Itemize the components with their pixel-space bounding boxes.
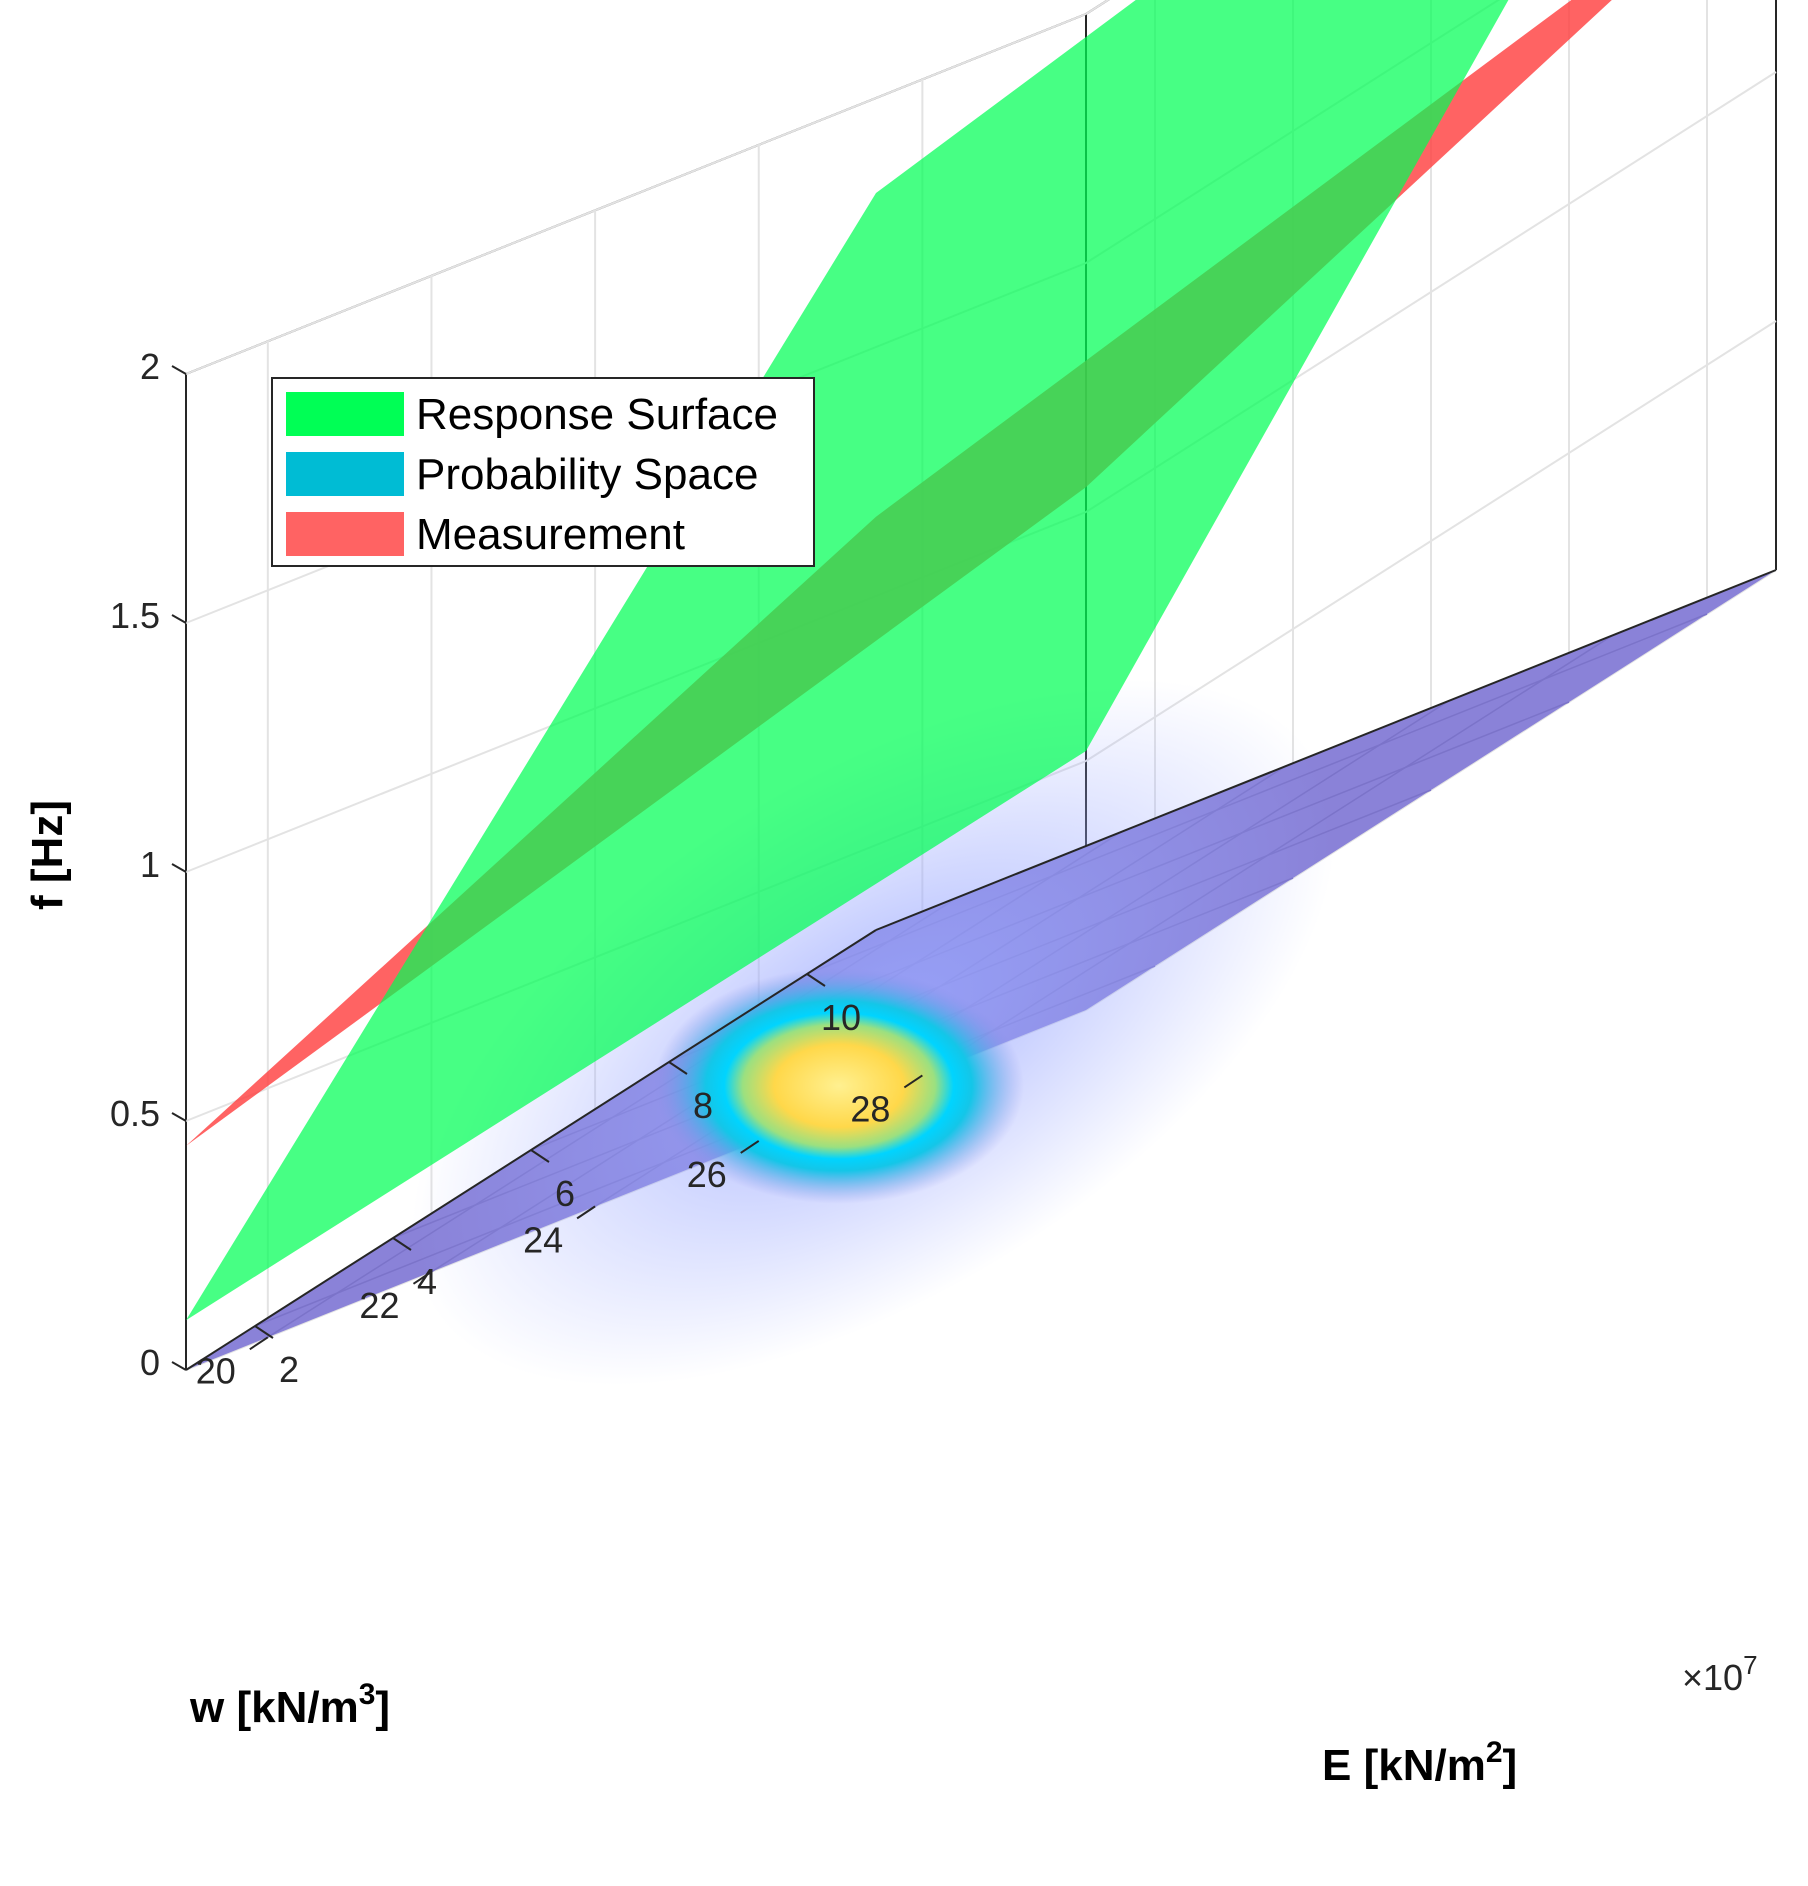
e-tick-label: 8 [693, 1085, 713, 1126]
w-tick-label: 28 [850, 1088, 890, 1129]
e-tick-3 [668, 1061, 688, 1075]
grid-z-left-4 [185, 13, 1087, 375]
legend-label-0: Response Surface [416, 390, 778, 439]
z-tick-label: 2 [140, 346, 160, 387]
w-tick-2 [576, 1205, 596, 1220]
legend-swatch-2 [286, 512, 404, 556]
z-tick-label: 0.5 [110, 1093, 160, 1134]
legend-label-2: Measurement [416, 510, 685, 559]
z-tick-3 [171, 614, 187, 624]
z-tick-0 [171, 1361, 187, 1371]
e-tick-0 [254, 1325, 274, 1339]
box-edge-front-right [875, 569, 1777, 931]
z-axis-label: f [Hz] [23, 800, 72, 910]
surfaces [186, 0, 1612, 1321]
w-tick-0 [249, 1336, 269, 1351]
response-surface [186, 0, 1509, 1321]
z-tick-1 [171, 1112, 187, 1122]
e-axis-label: E [kN/m2] [1322, 1736, 1517, 1790]
legend-swatch-0 [286, 392, 404, 436]
e-tick-label: 4 [417, 1261, 437, 1302]
w-tick-label: 22 [359, 1285, 399, 1326]
e-axis-exponent: ×107 [1682, 1650, 1758, 1698]
e-tick-label: 6 [555, 1173, 575, 1214]
w-tick-label: 20 [196, 1350, 236, 1391]
z-tick-label: 0 [140, 1342, 160, 1383]
z-tick-2 [171, 863, 187, 873]
z-tick-label: 1.5 [110, 595, 160, 636]
w-tick-label: 26 [687, 1154, 727, 1195]
w-tick-3 [740, 1140, 760, 1154]
e-tick-label: 10 [821, 997, 861, 1038]
axis-labels: f [Hz] w [kN/m3] E [kN/m2] ×107 [23, 800, 1758, 1790]
w-tick-4 [903, 1074, 923, 1089]
probability-peak [653, 967, 1024, 1204]
w-axis-label: w [kN/m3] [189, 1678, 390, 1732]
w-tick-label: 24 [523, 1219, 563, 1260]
legend: Response Surface Probability Space Measure… [271, 377, 815, 567]
legend-label-1: Probability Space [416, 450, 758, 499]
e-tick-1 [392, 1237, 412, 1251]
legend-swatch-1 [286, 452, 404, 496]
w-tick-1 [412, 1270, 433, 1285]
e-tick-2 [530, 1149, 550, 1163]
z-tick-label: 1 [140, 844, 160, 885]
e-tick-4 [806, 973, 826, 987]
z-tick-4 [171, 365, 187, 375]
e-tick-label: 2 [279, 1349, 299, 1390]
probability-space-surface [186, 570, 1776, 1386]
